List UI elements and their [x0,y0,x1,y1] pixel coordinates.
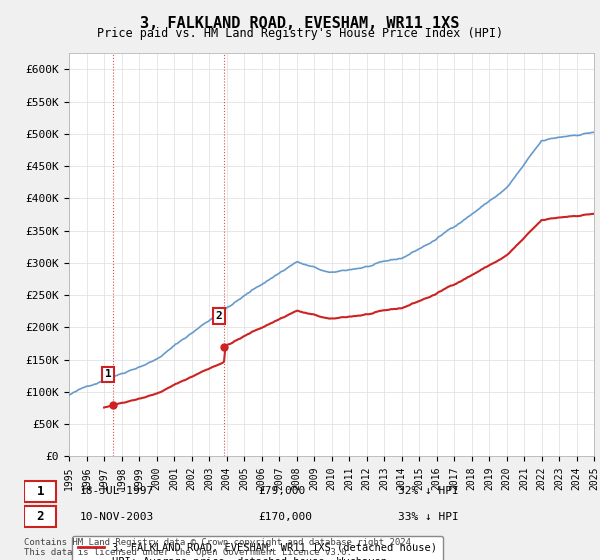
Text: 2: 2 [215,311,222,321]
FancyBboxPatch shape [24,506,56,527]
Text: 10-NOV-2003: 10-NOV-2003 [80,512,154,521]
Text: 32% ↓ HPI: 32% ↓ HPI [398,487,458,496]
Text: £170,000: £170,000 [259,512,313,521]
Legend: 3, FALKLAND ROAD, EVESHAM, WR11 1XS (detached house), HPI: Average price, detach: 3, FALKLAND ROAD, EVESHAM, WR11 1XS (det… [71,536,443,560]
Text: Price paid vs. HM Land Registry's House Price Index (HPI): Price paid vs. HM Land Registry's House … [97,27,503,40]
Text: 33% ↓ HPI: 33% ↓ HPI [398,512,458,521]
Text: 1: 1 [37,485,44,498]
Text: 3, FALKLAND ROAD, EVESHAM, WR11 1XS: 3, FALKLAND ROAD, EVESHAM, WR11 1XS [140,16,460,31]
Text: £79,000: £79,000 [259,487,305,496]
Text: Contains HM Land Registry data © Crown copyright and database right 2024.
This d: Contains HM Land Registry data © Crown c… [24,538,416,557]
Text: 18-JUL-1997: 18-JUL-1997 [80,487,154,496]
Text: 1: 1 [105,370,112,380]
Text: 2: 2 [37,510,44,523]
FancyBboxPatch shape [24,481,56,502]
